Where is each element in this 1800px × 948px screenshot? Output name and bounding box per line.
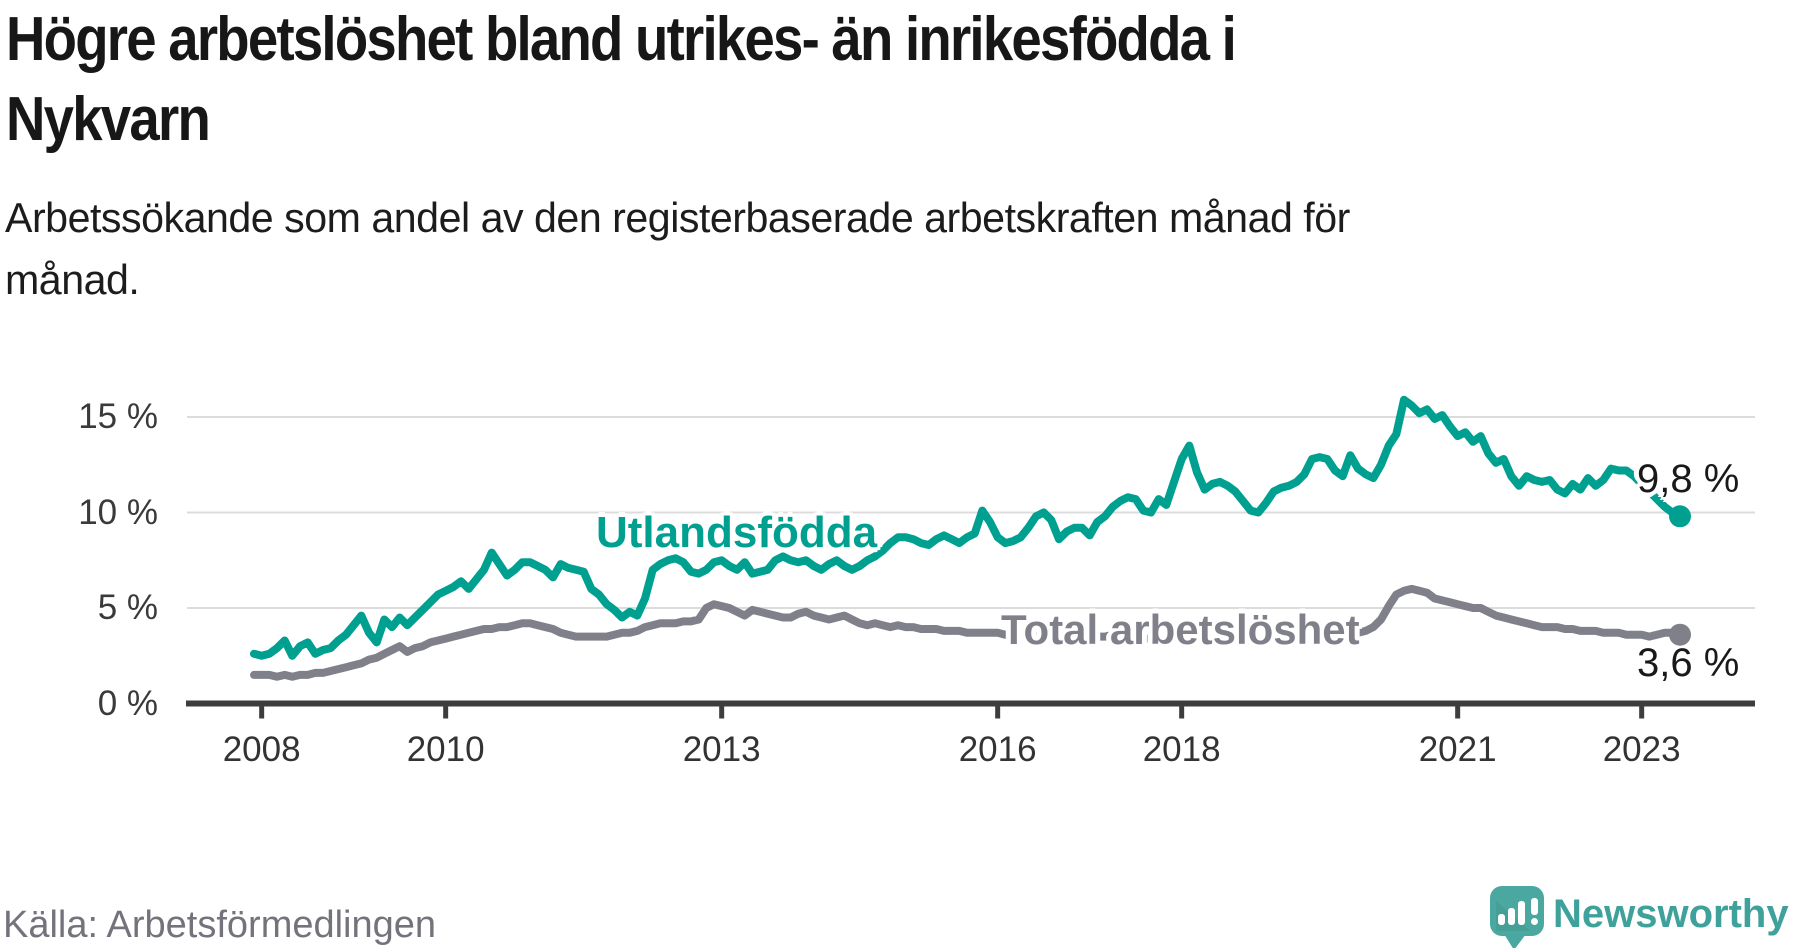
x-axis-label-2018: 2018 [1142,730,1221,769]
utlandsfodda-end-value-label: 9,8 % [1637,457,1740,501]
bar-icon-small [1498,914,1505,925]
exclamation-icon [1531,898,1538,925]
page-title-line-1: Högre arbetslöshet bland utrikes- än inr… [6,5,1237,74]
speech-bubble-tail [1504,934,1526,948]
y-axis-label-0: 0 % [97,683,158,723]
total-end-value-label: 3,6 % [1637,641,1740,685]
x-axis-label-2010: 2010 [406,730,485,769]
x-axis-label-2008: 2008 [222,730,301,769]
newsworthy-logo-icon [1490,886,1544,948]
y-axis-label-10: 10 % [78,492,158,532]
brand-name: Newsworthy [1553,892,1789,936]
x-axis-label-2013: 2013 [682,730,761,769]
y-axis-label-5: 5 % [97,588,158,627]
utlandsfodda-end-dot [1669,505,1691,528]
utlandsfodda-series-label: Utlandsfödda [596,508,878,557]
total-series-label: Total arbetslöshet [1001,606,1360,653]
page-title: Högre arbetslöshet bland utrikes- än inr… [6,0,1237,160]
bar-icon-medium [1508,908,1515,925]
source-text: Källa: Arbetsförmedlingen [3,904,437,946]
y-axis-label-15: 15 % [78,397,158,436]
utlandsfodda-line [250,395,1684,660]
newsworthy-brand: Newsworthy [1490,884,1800,948]
x-axis-label-2021: 2021 [1418,730,1497,769]
x-axis-label-2016: 2016 [958,730,1037,769]
bar-icon-tall [1518,901,1525,925]
page-title-line-2: Nykvarn [6,85,211,154]
chart-subtitle-line-1: Arbetssökande som andel av den registerb… [5,194,1350,241]
chart-subtitle: Arbetssökande som andel av den registerb… [5,187,1350,311]
chart-subtitle-line-2: månad. [5,256,140,303]
chart-bars-icon [1498,898,1538,925]
x-axis-label-2023: 2023 [1602,730,1681,769]
total-line [250,584,1684,681]
